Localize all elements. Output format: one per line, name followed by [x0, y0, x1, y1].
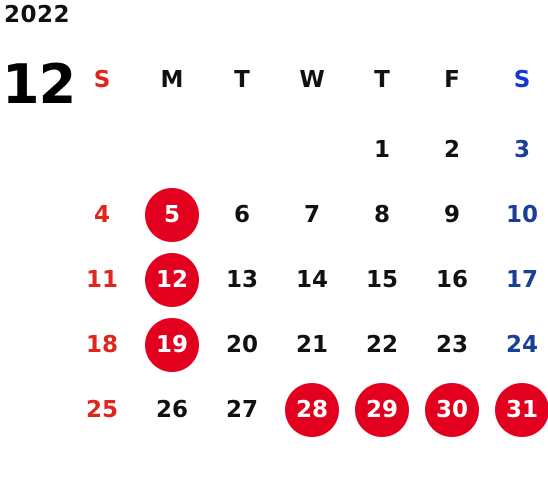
day-cell: 24 [505, 332, 538, 358]
highlighted-day-cell: 28 [285, 383, 339, 437]
weekday-header: M [160, 67, 184, 93]
weekday-header: T [374, 67, 390, 93]
day-cell: 26 [155, 397, 188, 423]
weekday-header: S [93, 67, 111, 93]
day-cell: 9 [443, 202, 460, 228]
day-cell: 6 [233, 202, 250, 228]
day-cell: 2 [443, 137, 460, 163]
day-cell: 14 [295, 267, 328, 293]
day-cell: 11 [85, 267, 118, 293]
weekday-header: S [513, 67, 531, 93]
day-cell: 22 [365, 332, 398, 358]
weekday-header: F [444, 67, 460, 93]
day-cell: 15 [365, 267, 398, 293]
weekday-header: T [234, 67, 250, 93]
calendar-month: 12 [2, 53, 76, 116]
highlighted-day-cell: 19 [145, 318, 199, 372]
highlighted-day-cell: 30 [425, 383, 479, 437]
day-cell: 16 [435, 267, 468, 293]
highlighted-day-cell: 31 [495, 383, 548, 437]
day-cell: 13 [225, 267, 258, 293]
day-cell: 10 [505, 202, 538, 228]
day-cell: 27 [225, 397, 258, 423]
day-cell: 23 [435, 332, 468, 358]
day-cell: 3 [513, 137, 530, 163]
day-cell: 8 [373, 202, 390, 228]
day-cell: 18 [85, 332, 118, 358]
day-cell: 17 [505, 267, 538, 293]
highlighted-day-cell: 5 [145, 188, 199, 242]
highlighted-day-cell: 29 [355, 383, 409, 437]
calendar-year: 2022 [4, 2, 71, 28]
day-cell: 4 [93, 202, 110, 228]
day-cell: 7 [303, 202, 320, 228]
weekday-header: W [299, 67, 325, 93]
day-cell: 1 [373, 137, 390, 163]
highlighted-day-cell: 12 [145, 253, 199, 307]
day-cell: 21 [295, 332, 328, 358]
day-cell: 25 [85, 397, 118, 423]
day-cell: 20 [225, 332, 258, 358]
